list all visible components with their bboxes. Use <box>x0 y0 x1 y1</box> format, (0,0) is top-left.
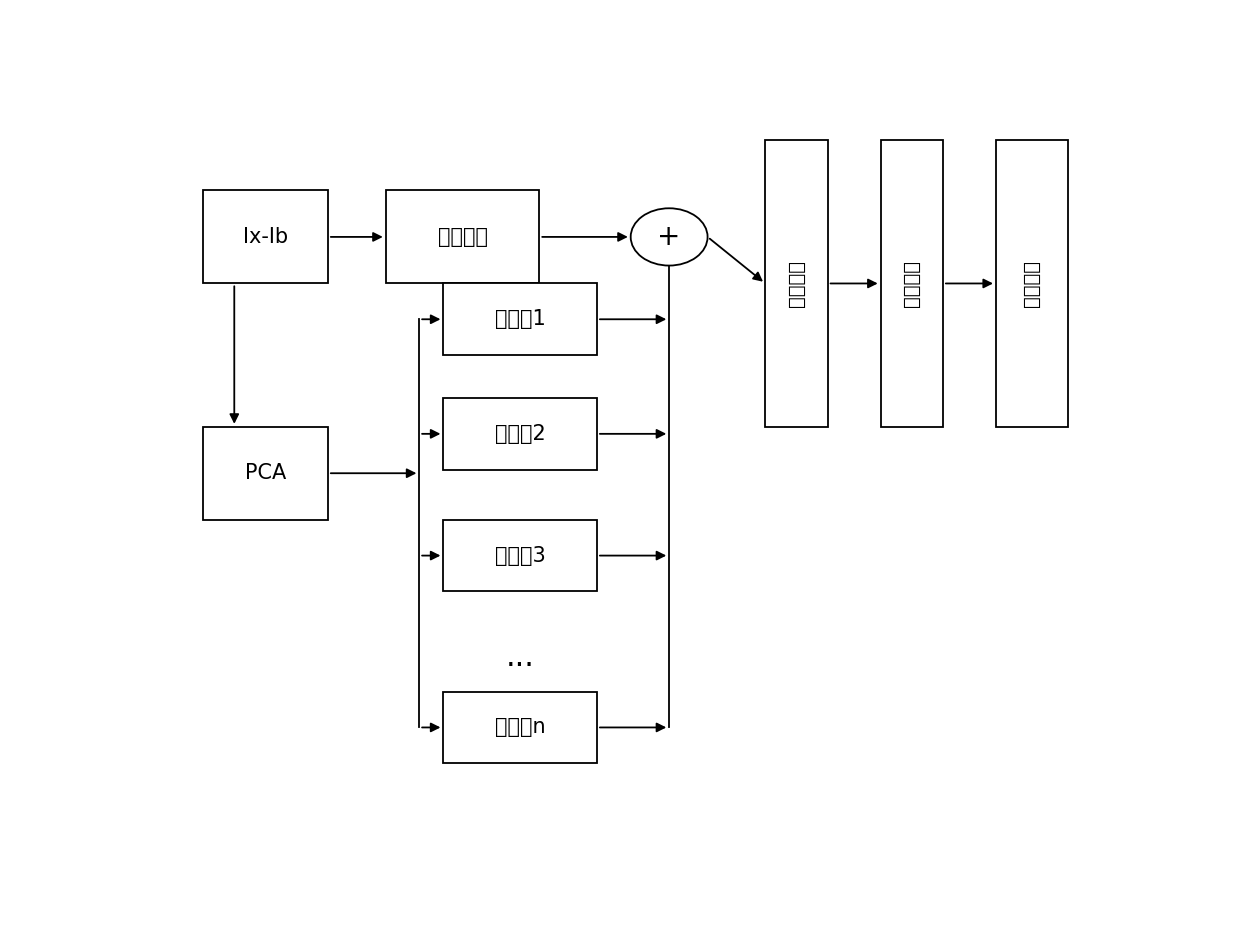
Text: 全连接层: 全连接层 <box>903 260 921 307</box>
Text: +: + <box>657 223 681 251</box>
Bar <box>203 427 327 520</box>
Text: 主成劆3: 主成劆3 <box>495 546 546 565</box>
Text: 全连接层: 全连接层 <box>787 260 806 307</box>
Bar <box>444 692 596 764</box>
Text: PCA: PCA <box>244 463 286 484</box>
Bar <box>996 140 1068 427</box>
Text: ···: ··· <box>506 652 534 681</box>
Text: 卷积网络: 卷积网络 <box>438 227 487 247</box>
Text: Ix-Ib: Ix-Ib <box>243 227 288 247</box>
Text: 主成分n: 主成分n <box>495 717 546 737</box>
Bar <box>765 140 828 427</box>
Text: 主成劆1: 主成劆1 <box>495 310 546 329</box>
Text: 分类结果: 分类结果 <box>1023 260 1042 307</box>
Bar <box>444 398 596 470</box>
Bar <box>386 191 539 284</box>
Bar <box>880 140 942 427</box>
Bar <box>444 284 596 355</box>
Text: 主成劆2: 主成劆2 <box>495 424 546 444</box>
Bar <box>444 520 596 591</box>
Bar <box>203 191 327 284</box>
